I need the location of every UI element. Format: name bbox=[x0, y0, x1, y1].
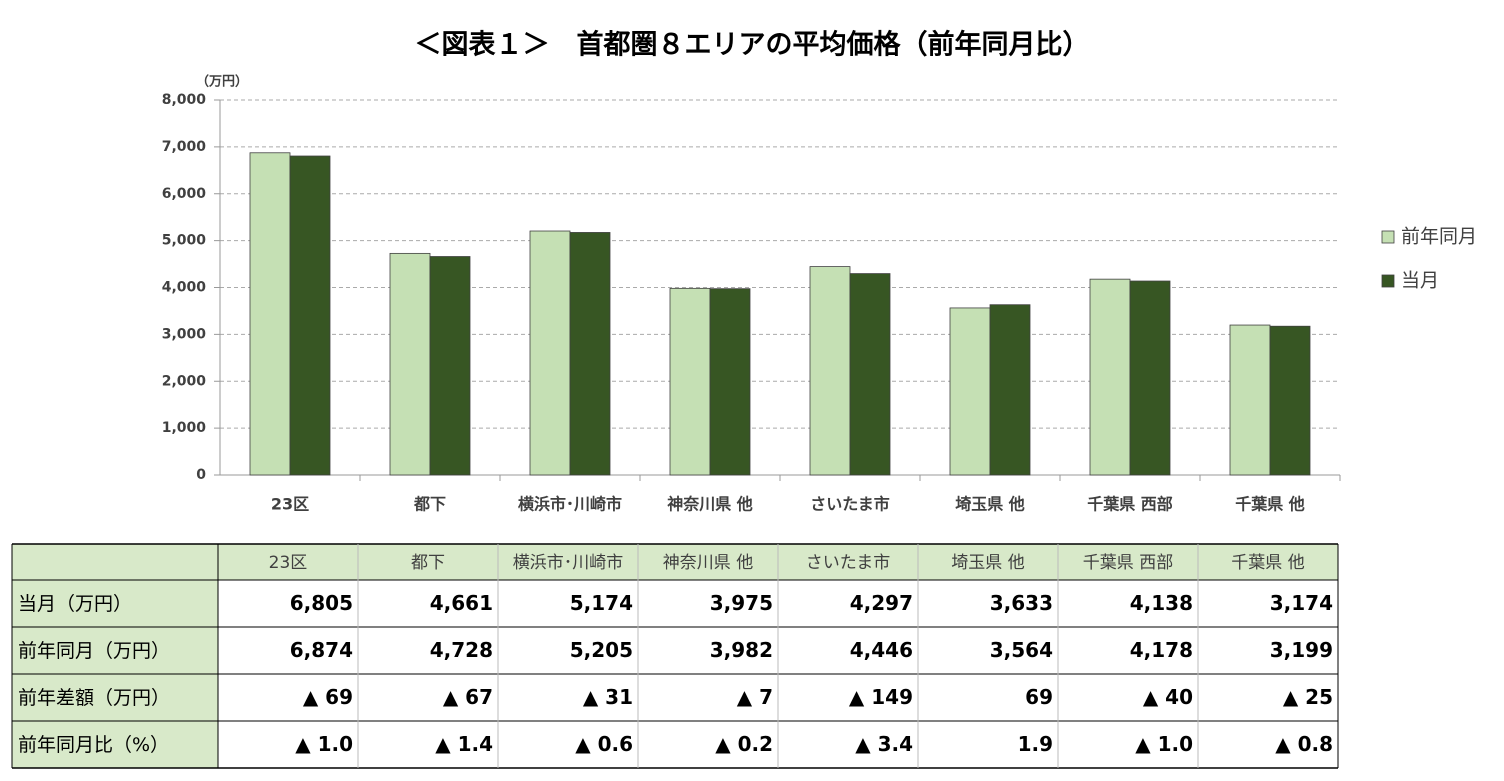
table-header: 都下 bbox=[411, 553, 445, 573]
x-tick-label: 千葉県 西部 bbox=[1087, 495, 1173, 514]
bar bbox=[569, 232, 611, 476]
table-cell: 3,564 bbox=[990, 638, 1053, 662]
x-tick-label: 横浜市･川崎市 bbox=[518, 495, 622, 514]
table-cell: ▲ 1.0 bbox=[1135, 732, 1193, 756]
y-tick-label: 8,000 bbox=[162, 92, 207, 108]
table-cell: ▲ 31 bbox=[583, 685, 633, 709]
table-cell: 69 bbox=[1025, 685, 1053, 709]
y-unit: （万円） bbox=[196, 74, 248, 90]
table-cell: 1.9 bbox=[1018, 732, 1053, 756]
table-header: 23区 bbox=[269, 553, 308, 573]
table-cell: ▲ 67 bbox=[443, 685, 493, 709]
bar bbox=[1269, 325, 1311, 476]
y-tick-label: 0 bbox=[196, 467, 206, 483]
table-cell: ▲ 7 bbox=[737, 685, 773, 709]
y-tick-label: 1,000 bbox=[162, 420, 207, 436]
table-cell: 4,138 bbox=[1130, 591, 1193, 615]
table-cell: 4,728 bbox=[430, 638, 493, 662]
x-tick-label: 千葉県 他 bbox=[1235, 495, 1305, 514]
bar bbox=[949, 307, 991, 476]
bar bbox=[669, 287, 711, 476]
legend-swatch bbox=[1381, 230, 1395, 244]
table-cell: ▲ 1.4 bbox=[435, 732, 493, 756]
table-cell: 4,297 bbox=[850, 591, 913, 615]
x-tick-label: 都下 bbox=[413, 495, 446, 514]
table-cell: ▲ 3.4 bbox=[855, 732, 913, 756]
table-cell: 4,446 bbox=[850, 638, 913, 662]
row-label: 前年同月（万円） bbox=[18, 640, 170, 662]
legend-swatch bbox=[1381, 274, 1395, 288]
bar bbox=[1129, 280, 1171, 476]
table-cell: ▲ 69 bbox=[303, 685, 353, 709]
bar bbox=[809, 266, 851, 476]
bar bbox=[249, 152, 291, 476]
table-header-bg bbox=[12, 544, 1338, 580]
table-header: 埼玉県 他 bbox=[951, 553, 1024, 573]
table-cell: 3,199 bbox=[1270, 638, 1333, 662]
table-cell: ▲ 0.6 bbox=[575, 732, 633, 756]
bar bbox=[849, 273, 891, 476]
table-label-bg bbox=[12, 544, 218, 768]
table-cell: ▲ 25 bbox=[1283, 685, 1333, 709]
bar bbox=[989, 304, 1031, 476]
bar bbox=[1229, 324, 1271, 476]
table-cell: 3,633 bbox=[990, 591, 1053, 615]
y-tick-label: 2,000 bbox=[162, 373, 207, 389]
row-label: 前年差額（万円） bbox=[18, 687, 170, 709]
table-cell: ▲ 0.2 bbox=[715, 732, 773, 756]
table-cell: 4,661 bbox=[430, 591, 493, 615]
table-cell: ▲ 40 bbox=[1143, 685, 1193, 709]
table-cell: ▲ 149 bbox=[849, 685, 913, 709]
table-cell: 3,982 bbox=[710, 638, 773, 662]
x-tick-label: 神奈川県 他 bbox=[667, 495, 753, 514]
row-label: 前年同月比（%） bbox=[18, 734, 169, 756]
y-tick-label: 7,000 bbox=[162, 139, 207, 155]
bar bbox=[709, 288, 751, 476]
y-tick-label: 3,000 bbox=[162, 326, 207, 342]
x-tick-label: 23区 bbox=[271, 495, 309, 514]
y-tick-label: 6,000 bbox=[162, 186, 207, 202]
table-cell: 6,805 bbox=[290, 591, 353, 615]
bar bbox=[389, 252, 431, 476]
table-cell: 5,174 bbox=[570, 591, 633, 615]
table-header: さいたま市 bbox=[806, 553, 891, 573]
table-cell: 6,874 bbox=[290, 638, 353, 662]
table-header: 横浜市･川崎市 bbox=[513, 553, 624, 573]
legend-label: 当月 bbox=[1401, 270, 1439, 292]
y-tick-label: 5,000 bbox=[162, 233, 207, 249]
chart-title: ＜図表１＞ 首都圏８エリアの平均価格（前年同月比） bbox=[415, 29, 1090, 61]
row-label: 当月（万円） bbox=[18, 593, 132, 615]
table-header: 神奈川県 他 bbox=[663, 553, 753, 573]
table-cell: 3,975 bbox=[710, 591, 773, 615]
bar bbox=[429, 256, 471, 476]
x-tick-label: 埼玉県 他 bbox=[955, 495, 1025, 514]
table-cell: 4,178 bbox=[1130, 638, 1193, 662]
table-cell: ▲ 1.0 bbox=[295, 732, 353, 756]
y-tick-label: 4,000 bbox=[162, 280, 207, 296]
table-header: 千葉県 他 bbox=[1231, 553, 1304, 573]
table-header: 千葉県 西部 bbox=[1083, 553, 1173, 573]
x-tick-label: さいたま市 bbox=[810, 495, 890, 514]
legend-label: 前年同月 bbox=[1401, 226, 1477, 248]
bar bbox=[1089, 278, 1131, 476]
table-cell: ▲ 0.8 bbox=[1275, 732, 1333, 756]
data-table: 23区 都下 横浜市･川崎市 神奈川県 他 さいたま市 埼玉県 他 千葉県 西部 千葉県 他当… bbox=[11, 543, 1339, 769]
table-cell: 5,205 bbox=[570, 638, 633, 662]
bar bbox=[289, 155, 331, 476]
bar bbox=[529, 230, 571, 476]
table-cell: 3,174 bbox=[1270, 591, 1333, 615]
